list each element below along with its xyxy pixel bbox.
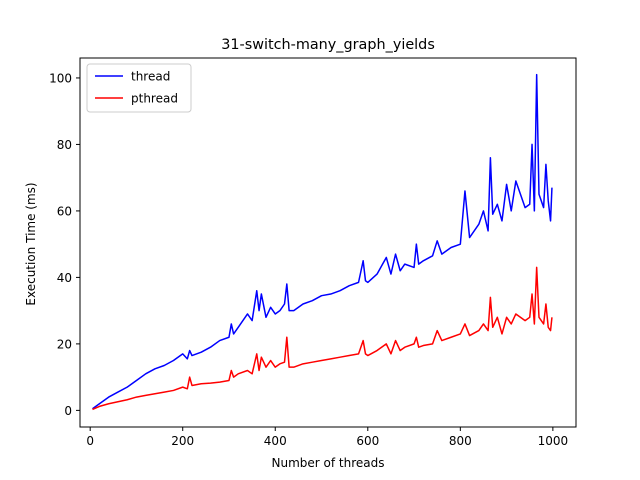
x-tick-label: 0 bbox=[86, 434, 94, 448]
x-tick-label: 800 bbox=[449, 434, 472, 448]
y-tick-label: 100 bbox=[49, 71, 72, 85]
series-line-pthread bbox=[92, 266, 553, 411]
legend: thread pthread bbox=[86, 63, 192, 113]
legend-label-pthread: pthread bbox=[131, 92, 178, 106]
axes-frame bbox=[79, 57, 577, 428]
x-axis-label: Number of threads bbox=[272, 456, 385, 470]
x-tick-label: 400 bbox=[264, 434, 287, 448]
chart-title: 31-switch-many_graph_yields bbox=[221, 37, 435, 53]
x-tick-label: 1000 bbox=[538, 434, 569, 448]
x-tick-label: 600 bbox=[356, 434, 379, 448]
series-line-thread bbox=[92, 73, 553, 410]
y-tick-label: 80 bbox=[57, 138, 72, 152]
plot-area bbox=[92, 73, 553, 411]
x-tick-label: 200 bbox=[171, 434, 194, 448]
legend-label-thread: thread bbox=[131, 70, 170, 84]
axes: 0 200 400 600 800 1000 0 20 40 60 80 100 bbox=[49, 57, 577, 448]
y-tick-label: 40 bbox=[57, 271, 72, 285]
y-tick-label: 20 bbox=[57, 337, 72, 351]
y-axis-label: Execution Time (ms) bbox=[24, 182, 38, 305]
y-tick-label: 60 bbox=[57, 204, 72, 218]
y-tick-label: 0 bbox=[64, 404, 72, 418]
